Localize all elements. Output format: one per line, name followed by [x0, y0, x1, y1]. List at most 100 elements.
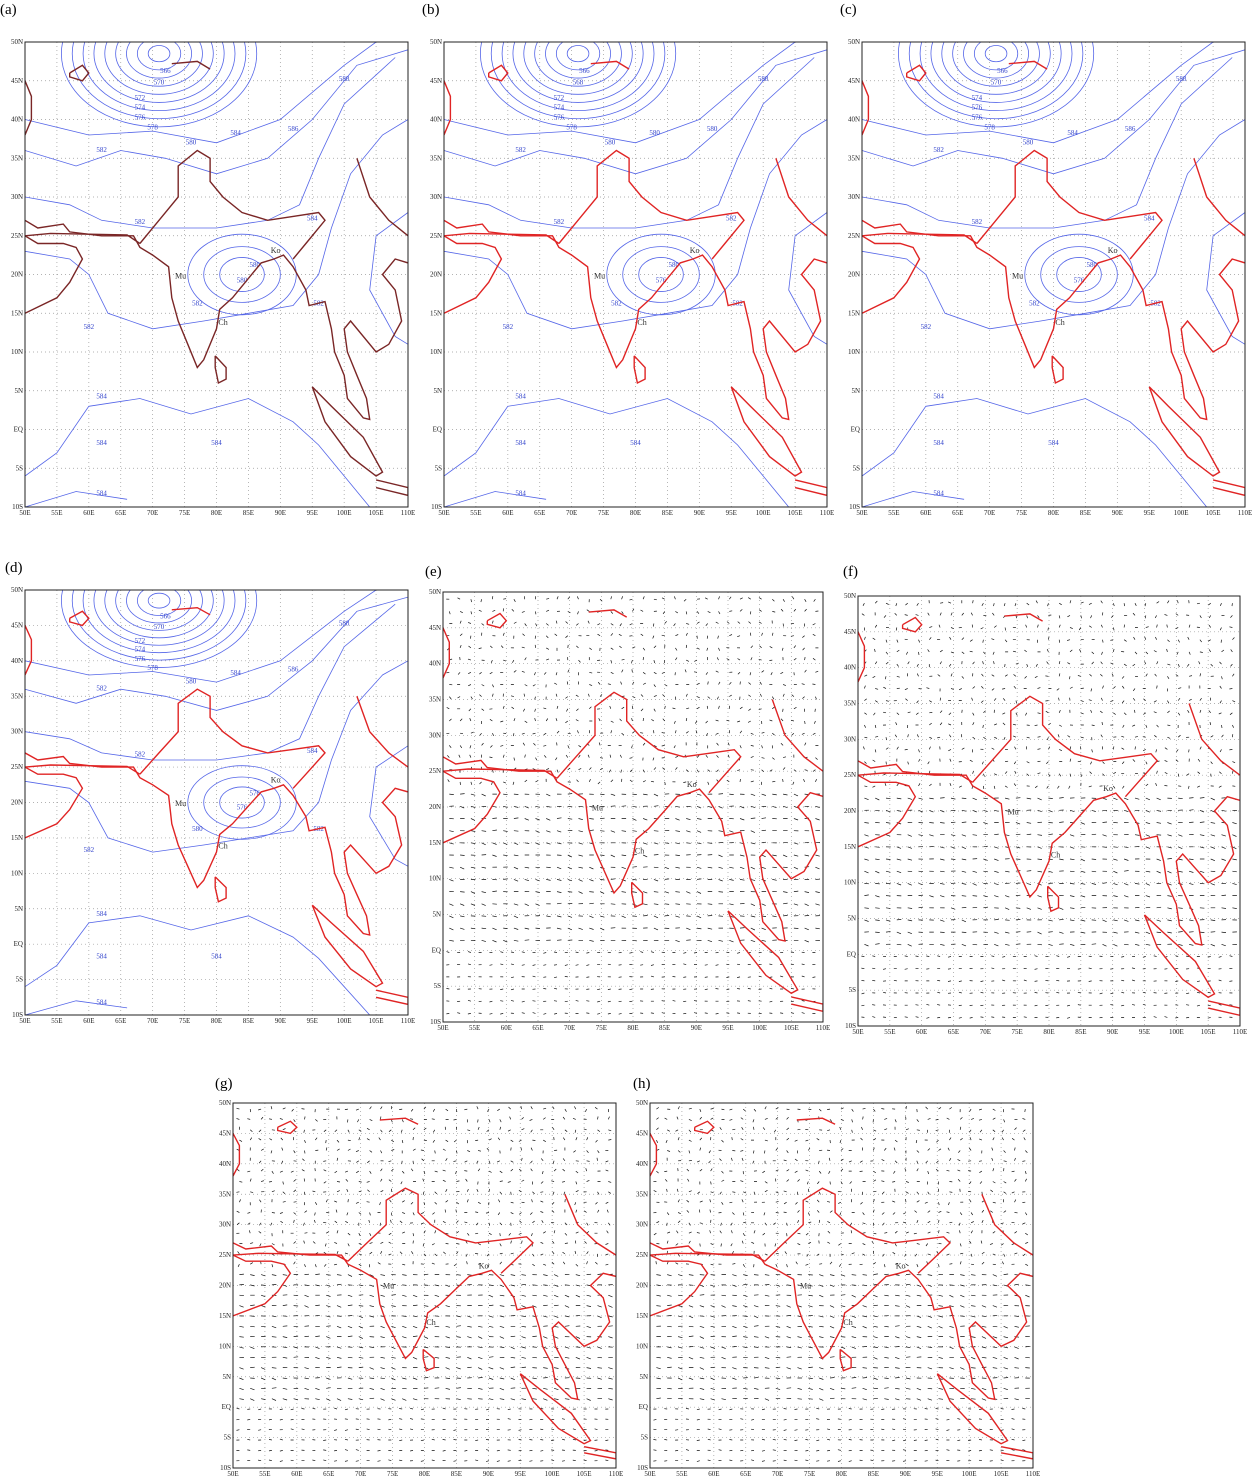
- y-tick-label: 5N: [14, 905, 23, 913]
- contour: [25, 492, 127, 508]
- y-tick-label: 40N: [844, 664, 856, 672]
- contour-label: 580: [186, 138, 197, 146]
- x-tick-label: 55E: [884, 1028, 895, 1036]
- contour-label: 584: [1048, 439, 1059, 447]
- coastline: [559, 151, 744, 260]
- contour-label: 584: [96, 439, 107, 447]
- contour-label: 582: [1029, 300, 1040, 308]
- x-tick-label: 60E: [501, 1024, 512, 1032]
- y-tick-label: 35N: [219, 1190, 231, 1198]
- x-tick-label: 105E: [1206, 509, 1221, 517]
- place-label: Ko: [479, 1261, 489, 1270]
- x-tick-label: 105E: [1201, 1028, 1216, 1036]
- contour: [94, 5, 224, 103]
- contour-label: 580: [192, 825, 203, 833]
- coastline: [233, 1253, 348, 1261]
- coastline: [650, 1133, 656, 1176]
- x-tick-label: 65E: [534, 509, 545, 517]
- coastline: [862, 233, 977, 243]
- y-tick-label: 5S: [434, 982, 442, 990]
- y-tick-label: 35N: [848, 154, 860, 162]
- contour-label: 572: [135, 637, 146, 645]
- contour-label: 580: [186, 678, 197, 686]
- x-tick-label: 60E: [920, 509, 931, 517]
- contour-label: 584: [515, 489, 526, 497]
- plot-area: 5665705745765765785805825845865885825845…: [862, 0, 1245, 507]
- panel-label: (a): [0, 2, 17, 18]
- plot-area: 5665705725745765785805825845865885825845…: [25, 534, 408, 1015]
- contour-label: 584: [933, 489, 944, 497]
- contour-label: 580: [707, 125, 718, 133]
- x-tick-label: 85E: [662, 509, 673, 517]
- x-tick-label: 60E: [708, 1470, 719, 1478]
- x-tick-label: 90E: [694, 509, 705, 517]
- coastline: [584, 1447, 616, 1459]
- x-tick-label: 85E: [659, 1024, 670, 1032]
- y-tick-label: 5S: [849, 986, 857, 994]
- y-tick-label: 5S: [853, 464, 861, 472]
- contour-label: 584: [1144, 214, 1155, 222]
- y-tick-label: 45N: [219, 1129, 231, 1137]
- coastline: [1149, 387, 1219, 476]
- contour-label: 576: [972, 114, 983, 122]
- plot-area: MuChKo: [650, 1103, 1033, 1468]
- coastline: [977, 151, 1162, 260]
- contour-label: 584: [96, 910, 107, 918]
- contour-label: 588: [339, 619, 350, 627]
- contour: [444, 58, 814, 229]
- contour-label: 580: [649, 129, 660, 137]
- contour-label: 586: [1125, 125, 1136, 133]
- contour-label: 586: [288, 125, 299, 133]
- place-label: Mu: [1012, 271, 1023, 280]
- x-tick-label: 55E: [888, 509, 899, 517]
- contour-label: 582: [84, 846, 95, 854]
- coastline: [443, 769, 557, 778]
- y-tick-label: EQ: [432, 946, 441, 954]
- contour: [83, 549, 235, 653]
- y-tick-label: 35N: [636, 1190, 648, 1198]
- x-tick-label: 75E: [1012, 1028, 1023, 1036]
- contour-label: 576: [135, 655, 146, 663]
- coastline: [70, 611, 89, 625]
- frame: [650, 1103, 1033, 1468]
- x-tick-label: 110E: [401, 509, 416, 517]
- panel-label: (f): [843, 564, 858, 580]
- place-label: Mu: [592, 804, 603, 813]
- x-tick-label: 100E: [337, 1017, 352, 1025]
- x-tick-label: 80E: [211, 509, 222, 517]
- place-label: Ko: [271, 776, 281, 785]
- coastline: [376, 480, 408, 496]
- x-tick-label: 100E: [752, 1024, 767, 1032]
- contour-label: 576: [135, 114, 146, 122]
- x-tick-label: 90E: [275, 509, 286, 517]
- y-tick-label: EQ: [639, 1403, 648, 1411]
- y-tick-label: 30N: [11, 728, 23, 736]
- x-tick-label: 85E: [243, 509, 254, 517]
- plot-area: 5665685725745765785805825805805885825825…: [444, 0, 827, 507]
- y-tick-label: 30N: [429, 731, 441, 739]
- contour: [25, 399, 370, 508]
- x-tick-label: 80E: [211, 1017, 222, 1025]
- contour-label: 584: [96, 998, 107, 1006]
- place-label: Ko: [1103, 784, 1113, 793]
- x-tick-label: 100E: [1169, 1028, 1184, 1036]
- place-label: Ch: [637, 318, 646, 327]
- contour: [862, 492, 964, 508]
- y-tick-label: 45N: [430, 77, 442, 85]
- x-tick-label: 65E: [323, 1470, 334, 1478]
- place-label: Mu: [383, 1282, 394, 1291]
- contour: [25, 1001, 127, 1015]
- y-tick-label: 15N: [636, 1312, 648, 1320]
- x-tick-label: 95E: [1144, 509, 1155, 517]
- x-tick-label: 55E: [259, 1470, 270, 1478]
- y-tick-label: 5S: [16, 464, 24, 472]
- contour-label: 582: [515, 146, 526, 154]
- y-tick-label: 40N: [11, 657, 23, 665]
- y-tick-label: 10N: [430, 348, 442, 356]
- x-tick-label: 60E: [83, 1017, 94, 1025]
- place-label: Ch: [635, 847, 644, 856]
- coastline: [172, 608, 210, 615]
- y-tick-label: 45N: [848, 77, 860, 85]
- contour-label: 578: [147, 124, 158, 132]
